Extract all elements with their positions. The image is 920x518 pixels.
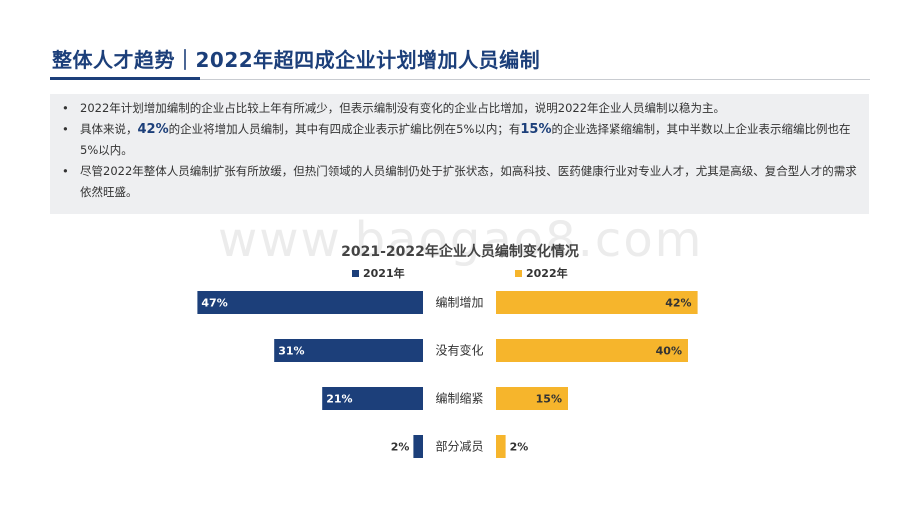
bar-value-label-2021: 31%	[278, 345, 304, 358]
bar-2021	[413, 435, 423, 458]
bar-2021	[322, 387, 423, 410]
bullet-segment: 具体来说，	[80, 122, 138, 136]
bar-value-label-2021: 2%	[391, 441, 410, 454]
legend-swatch	[515, 269, 522, 277]
bullet-highlight: 42%	[137, 122, 169, 137]
legend-item: 2022年	[515, 265, 568, 281]
summary-box: • 2022年计划增加编制的企业占比较上年有所减少，但表示编制没有变化的企业占比增…	[50, 94, 869, 214]
legend-item: 2021年	[352, 265, 405, 281]
header-accent-bar	[50, 77, 200, 80]
bar-value-label-2021: 47%	[201, 297, 227, 310]
category-label: 编制缩紧	[435, 391, 483, 406]
bullet-text: 尽管2022年整体人员编制扩张有所放缓，但热门领域的人员编制仍处于扩张状态，如高…	[80, 161, 859, 203]
bullet-segment: 尽管2022年整体人员编制扩张有所放缓，但热门领域的人员编制仍处于扩张状态，如高…	[80, 164, 857, 199]
legend-label: 2021年	[363, 267, 405, 280]
page-header: 整体人才趋势｜2022年超四成企业计划增加人员编制	[52, 44, 540, 73]
bar-2022	[496, 387, 568, 410]
legend-label: 2022年	[526, 267, 568, 280]
bullet-segment: 2022年计划增加编制的企业占比较上年有所减少，但表示编制没有变化的企业占比增加…	[80, 101, 726, 115]
bullet-highlight: 15%	[520, 122, 552, 137]
category-label: 编制增加	[435, 295, 483, 310]
bar-2022	[496, 339, 688, 362]
bar-value-label-2022: 15%	[536, 393, 562, 406]
bullet-dot-icon: •	[62, 101, 69, 115]
legend-swatch	[352, 269, 359, 277]
category-label: 部分减员	[435, 439, 483, 454]
bar-value-label-2022: 42%	[665, 297, 691, 310]
bar-value-label-2022: 40%	[656, 345, 682, 358]
page-title: 整体人才趋势｜2022年超四成企业计划增加人员编制	[52, 48, 541, 72]
bullet-dot-icon: •	[62, 122, 69, 136]
summary-bullet: • 2022年计划增加编制的企业占比较上年有所减少，但表示编制没有变化的企业占比增…	[62, 98, 859, 119]
bar-2022	[496, 291, 698, 314]
bullet-text: 具体来说，42%的企业将增加人员编制，其中有四成企业表示扩编比例在5%以内；有1…	[80, 119, 859, 161]
bullet-text: 2022年计划增加编制的企业占比较上年有所减少，但表示编制没有变化的企业占比增加…	[80, 98, 859, 119]
bullet-segment: 的企业选择紧缩编制，其中半数以上企业表示缩编比例也在5%以内。	[80, 122, 851, 157]
bar-value-label-2021: 21%	[326, 393, 352, 406]
chart-legend: 2021年 2022年	[0, 265, 920, 281]
bar-2021	[274, 339, 423, 362]
bar-value-label-2022: 2%	[510, 441, 529, 454]
header-divider	[50, 79, 870, 80]
watermark: www.baogao8.com	[218, 212, 704, 268]
chart-title: 2021-2022年企业人员编制变化情况	[341, 244, 579, 260]
summary-bullet: • 尽管2022年整体人员编制扩张有所放缓，但热门领域的人员编制仍处于扩张状态，如…	[62, 161, 859, 203]
bullet-segment: 的企业将增加人员编制，其中有四成企业表示扩编比例在5%以内；有	[168, 122, 521, 136]
category-label: 没有变化	[435, 343, 483, 358]
bullet-dot-icon: •	[62, 164, 69, 178]
bar-2021	[197, 291, 423, 314]
summary-bullet: • 具体来说，42%的企业将增加人员编制，其中有四成企业表示扩编比例在5%以内；有…	[62, 119, 859, 161]
bar-2022	[496, 435, 506, 458]
